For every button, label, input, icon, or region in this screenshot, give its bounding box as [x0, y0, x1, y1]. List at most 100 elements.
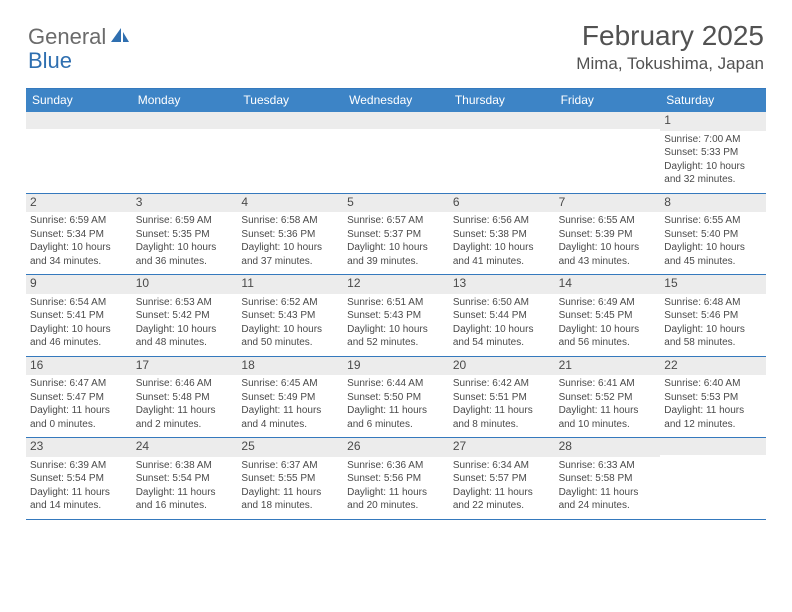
day-number: 7 [555, 194, 661, 213]
day-cell [132, 112, 238, 193]
sunrise-text: Sunrise: 6:33 AM [559, 459, 657, 473]
day-number: 23 [26, 438, 132, 457]
sunset-text: Sunset: 5:43 PM [347, 309, 445, 323]
day-info: Sunrise: 6:51 AMSunset: 5:43 PMDaylight:… [347, 296, 445, 350]
day-info: Sunrise: 6:47 AMSunset: 5:47 PMDaylight:… [30, 377, 128, 431]
sunset-text: Sunset: 5:35 PM [136, 228, 234, 242]
daylight-line2: and 32 minutes. [664, 173, 762, 187]
day-cell: 24Sunrise: 6:38 AMSunset: 5:54 PMDayligh… [132, 438, 238, 519]
day-cell: 11Sunrise: 6:52 AMSunset: 5:43 PMDayligh… [237, 275, 343, 356]
sunset-text: Sunset: 5:40 PM [664, 228, 762, 242]
day-cell: 20Sunrise: 6:42 AMSunset: 5:51 PMDayligh… [449, 357, 555, 438]
sunset-text: Sunset: 5:47 PM [30, 391, 128, 405]
day-number: 17 [132, 357, 238, 376]
week-row: 23 Sunrise: 6:39 AM Sunset: 5:54 PM Dayligh… [26, 438, 766, 520]
sunset-text: Sunset: 5:56 PM [347, 472, 445, 486]
daylight-line1: Daylight: 10 hours [664, 241, 762, 255]
day-cell: 9Sunrise: 6:54 AMSunset: 5:41 PMDaylight… [26, 275, 132, 356]
daylight-line1: Daylight: 10 hours [30, 241, 128, 255]
daylight-line1: Daylight: 10 hours [241, 323, 339, 337]
daylight-line2: and 18 minutes. [241, 499, 339, 513]
day-number: 15 [660, 275, 766, 294]
sunrise-text: Sunrise: 6:46 AM [136, 377, 234, 391]
sunrise-text: Sunrise: 6:36 AM [347, 459, 445, 473]
daylight-line1: Daylight: 11 hours [136, 404, 234, 418]
day-number: 25 [237, 438, 343, 457]
daylight-line1: Daylight: 11 hours [453, 404, 551, 418]
day-info: Sunrise: 6:48 AMSunset: 5:46 PMDaylight:… [664, 296, 762, 350]
day-cell: 3Sunrise: 6:59 AMSunset: 5:35 PMDaylight… [132, 194, 238, 275]
day-cell: 1Sunrise: 7:00 AMSunset: 5:33 PMDaylight… [660, 112, 766, 193]
sunrise-text: Sunrise: 6:42 AM [453, 377, 551, 391]
sunset-text: Sunset: 5:51 PM [453, 391, 551, 405]
sunrise-text: Sunrise: 6:44 AM [347, 377, 445, 391]
sunrise-text: Sunrise: 6:48 AM [664, 296, 762, 310]
day-cell: 13Sunrise: 6:50 AMSunset: 5:44 PMDayligh… [449, 275, 555, 356]
day-cell: 12Sunrise: 6:51 AMSunset: 5:43 PMDayligh… [343, 275, 449, 356]
sunset-text: Sunset: 5:38 PM [453, 228, 551, 242]
sunrise-text: Sunrise: 6:59 AM [30, 214, 128, 228]
day-info: Sunrise: 6:44 AMSunset: 5:50 PMDaylight:… [347, 377, 445, 431]
day-info: Sunrise: 6:45 AMSunset: 5:49 PMDaylight:… [241, 377, 339, 431]
sunset-text: Sunset: 5:53 PM [664, 391, 762, 405]
sunset-text: Sunset: 5:43 PM [241, 309, 339, 323]
day-cell: 23Sunrise: 6:39 AMSunset: 5:54 PMDayligh… [26, 438, 132, 519]
day-info: Sunrise: 6:41 AMSunset: 5:52 PMDaylight:… [559, 377, 657, 431]
sunrise-text: Sunrise: 6:53 AM [136, 296, 234, 310]
day-info: Sunrise: 6:38 AMSunset: 5:54 PMDaylight:… [136, 459, 234, 513]
sunrise-text: Sunrise: 6:50 AM [453, 296, 551, 310]
day-cell: 25 Sunrise: 6:37 AMSunset: 5:55 PMDayligh… [237, 438, 343, 519]
daylight-line2: and 56 minutes. [559, 336, 657, 350]
sunrise-text: Sunrise: 6:54 AM [30, 296, 128, 310]
daylight-line1: Daylight: 10 hours [347, 323, 445, 337]
sunrise-text: Sunrise: 6:39 AM [30, 459, 128, 473]
week-row: 16Sunrise: 6:47 AMSunset: 5:47 PMDayligh… [26, 357, 766, 439]
day-info: Sunrise: 6:46 AMSunset: 5:48 PMDaylight:… [136, 377, 234, 431]
day-number [449, 112, 555, 129]
day-cell: 7Sunrise: 6:55 AMSunset: 5:39 PMDaylight… [555, 194, 661, 275]
daylight-line1: Daylight: 11 hours [30, 486, 128, 500]
day-cell [555, 112, 661, 193]
weekday-header: Friday [555, 89, 661, 112]
day-cell: 2Sunrise: 6:59 AMSunset: 5:34 PMDaylight… [26, 194, 132, 275]
daylight-line2: and 20 minutes. [347, 499, 445, 513]
day-cell: 5Sunrise: 6:57 AMSunset: 5:37 PMDaylight… [343, 194, 449, 275]
sunset-text: Sunset: 5:55 PM [241, 472, 339, 486]
logo-word-blue: Blue [28, 48, 72, 73]
sunrise-text: Sunrise: 6:56 AM [453, 214, 551, 228]
weeks-container: 1Sunrise: 7:00 AMSunset: 5:33 PMDaylight… [26, 112, 766, 520]
day-number: 27 [449, 438, 555, 457]
day-info: Sunrise: 6:42 AMSunset: 5:51 PMDaylight:… [453, 377, 551, 431]
day-number: 14 [555, 275, 661, 294]
daylight-line2: and 52 minutes. [347, 336, 445, 350]
day-cell: 4Sunrise: 6:58 AMSunset: 5:36 PMDaylight… [237, 194, 343, 275]
daylight-line2: and 41 minutes. [453, 255, 551, 269]
weekday-header-row: SundayMondayTuesdayWednesdayThursdayFrid… [26, 89, 766, 112]
day-number: 4 [237, 194, 343, 213]
daylight-line1: Daylight: 11 hours [453, 486, 551, 500]
sunrise-text: Sunrise: 6:45 AM [241, 377, 339, 391]
daylight-line2: and 58 minutes. [664, 336, 762, 350]
day-info: Sunrise: 6:57 AMSunset: 5:37 PMDaylight:… [347, 214, 445, 268]
daylight-line2: and 22 minutes. [453, 499, 551, 513]
day-number [555, 112, 661, 129]
daylight-line2: and 24 minutes. [559, 499, 657, 513]
weekday-header: Monday [132, 89, 238, 112]
daylight-line2: and 12 minutes. [664, 418, 762, 432]
sunset-text: Sunset: 5:44 PM [453, 309, 551, 323]
sunrise-text: Sunrise: 6:41 AM [559, 377, 657, 391]
daylight-line2: and 6 minutes. [347, 418, 445, 432]
day-info: Sunrise: 6:37 AMSunset: 5:55 PMDaylight:… [241, 459, 339, 513]
day-number: 8 [660, 194, 766, 213]
day-cell [343, 112, 449, 193]
logo-sail-icon [110, 26, 130, 49]
daylight-line1: Daylight: 10 hours [664, 160, 762, 174]
day-cell: 27Sunrise: 6:34 AMSunset: 5:57 PMDayligh… [449, 438, 555, 519]
sunset-text: Sunset: 5:52 PM [559, 391, 657, 405]
location-text: Mima, Tokushima, Japan [576, 54, 764, 74]
day-number [237, 112, 343, 129]
sunset-text: Sunset: 5:54 PM [136, 472, 234, 486]
daylight-line2: and 43 minutes. [559, 255, 657, 269]
sunset-text: Sunset: 5:57 PM [453, 472, 551, 486]
header: General February 2025 Mima, Tokushima, J… [0, 0, 792, 80]
